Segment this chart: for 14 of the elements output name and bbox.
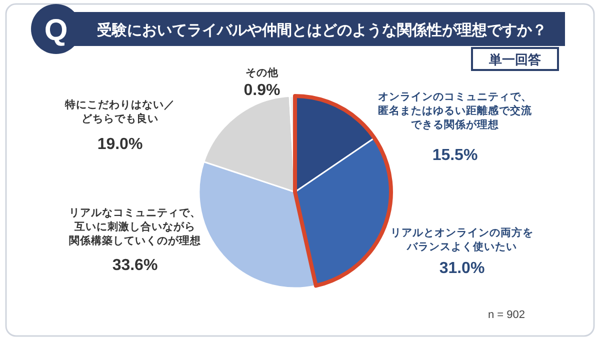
text: n = 902 bbox=[488, 309, 525, 321]
slice-label: リアルなコミュニティで、互いに刺激し合いながら関係構築していくのが理想 bbox=[69, 207, 202, 247]
slice-label: リアルとオンラインの両方をバランスよく使いたい bbox=[390, 226, 534, 253]
slice-label: オンラインのコミュニティで、匿名またはゆるい距離感で交流できる関係が理想 bbox=[378, 91, 533, 131]
data-label: 19.0% bbox=[97, 136, 143, 153]
data-label: 33.6% bbox=[112, 257, 158, 274]
text: 単一回答 bbox=[488, 52, 541, 67]
data-label: 31.0% bbox=[439, 260, 485, 277]
text: Q bbox=[44, 14, 68, 47]
chart-title: 受験においてライバルや仲間とはどのような関係性が理想ですか？ bbox=[96, 22, 547, 39]
data-label: 0.9% bbox=[244, 82, 280, 99]
data-label: 15.5% bbox=[432, 147, 478, 164]
slice-label: その他 bbox=[246, 66, 280, 79]
slice-label: 特にこだわりはない／どちらでも良い bbox=[64, 98, 175, 125]
